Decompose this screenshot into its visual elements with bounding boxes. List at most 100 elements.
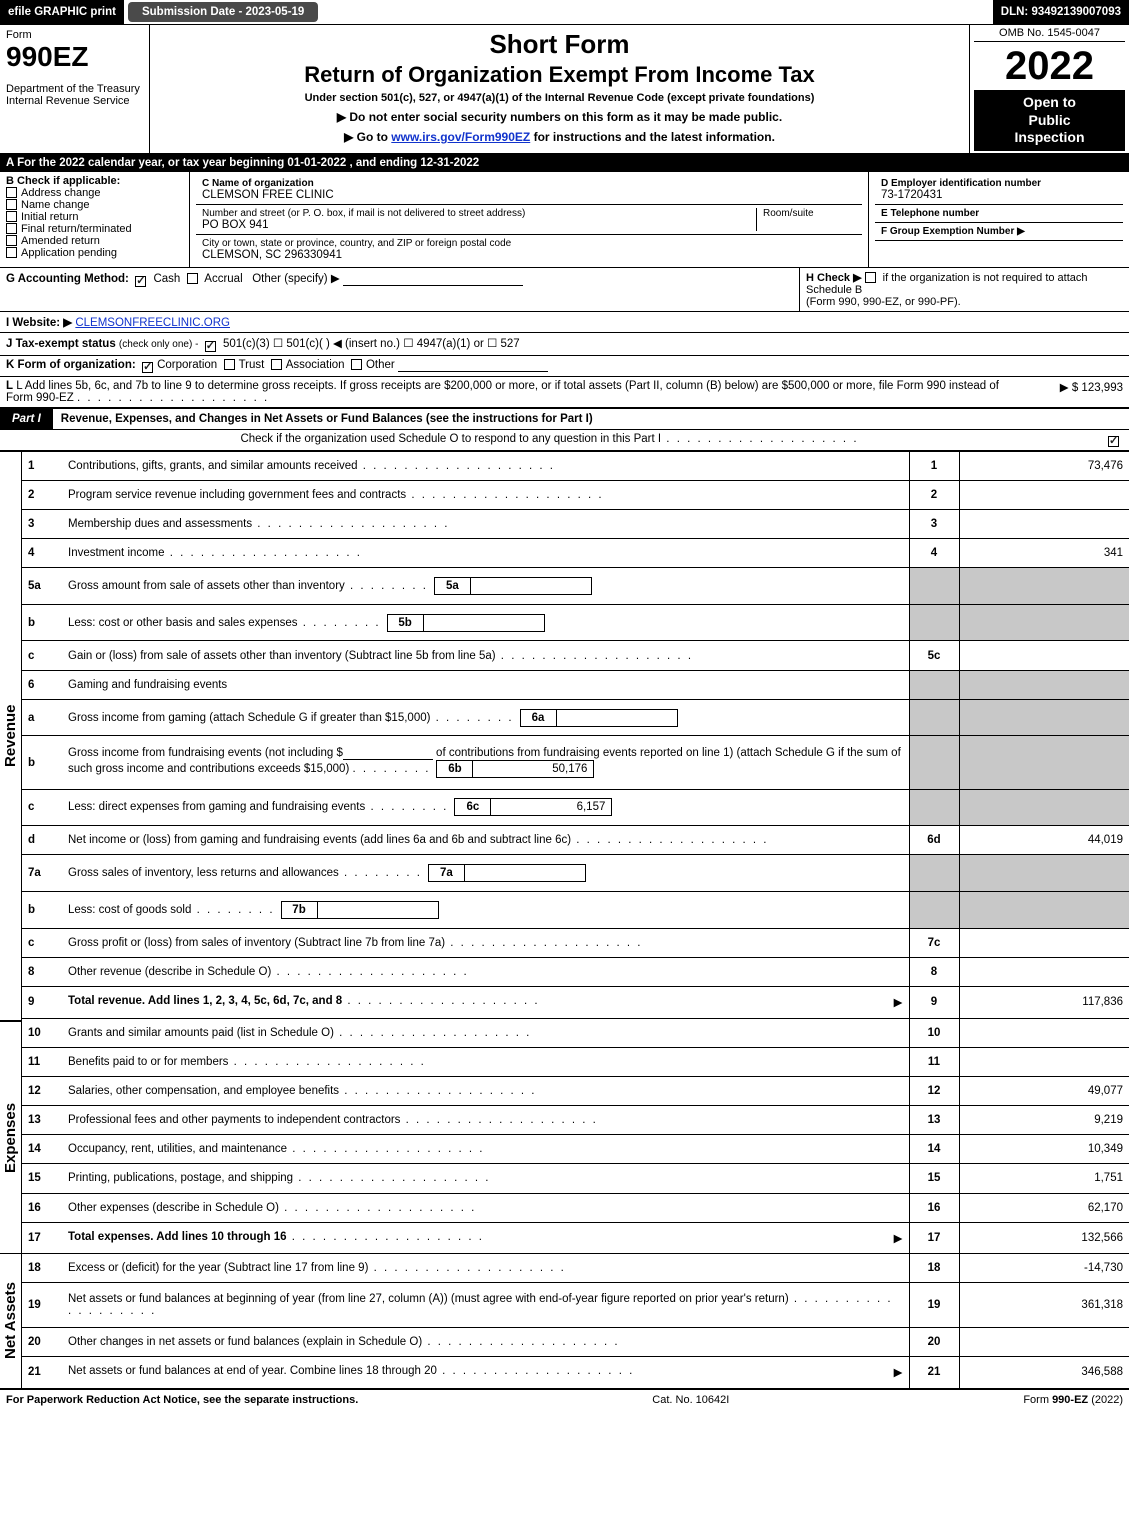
chk-k-assoc[interactable] <box>271 359 282 370</box>
j-opts: 501(c)(3) ☐ 501(c)( ) ◀ (insert no.) ☐ 4… <box>223 338 520 350</box>
open-to-public-box: Open to Public Inspection <box>974 90 1125 151</box>
row-i-website: I Website: ▶ CLEMSONFREECLINIC.ORG <box>0 312 1129 333</box>
c-room-label: Room/suite <box>763 208 856 219</box>
j-note: (check only one) - <box>119 339 198 350</box>
box-c: C Name of organization CLEMSON FREE CLIN… <box>190 172 869 267</box>
f-label: F Group Exemption Number ▶ <box>881 226 1117 237</box>
j-label: J Tax-exempt status <box>6 338 116 350</box>
g-label: G Accounting Method: <box>6 273 129 285</box>
irs-link[interactable]: www.irs.gov/Form990EZ <box>391 130 530 144</box>
i-label: I Website: ▶ <box>6 317 72 329</box>
part-i-tab: Part I <box>0 409 53 429</box>
chk-k-corp[interactable] <box>142 362 153 373</box>
goto-prefix: ▶ Go to <box>344 130 391 144</box>
k-assoc: Association <box>286 359 345 371</box>
chk-final-return[interactable]: Final return/terminated <box>6 223 183 235</box>
b-opt-2: Initial return <box>21 211 78 223</box>
row-gh: G Accounting Method: Cash Accrual Other … <box>0 268 1129 312</box>
box-b: B Check if applicable: Address change Na… <box>0 172 190 267</box>
chk-amended-return[interactable]: Amended return <box>6 235 183 247</box>
note-goto: ▶ Go to www.irs.gov/Form990EZ for instru… <box>156 130 963 144</box>
page-footer: For Paperwork Reduction Act Notice, see … <box>0 1388 1129 1410</box>
c-name-label: C Name of organization <box>202 178 856 189</box>
form-number: 990EZ <box>6 41 143 73</box>
b-opt-4: Amended return <box>21 235 100 247</box>
g-opt-accrual: Accrual <box>204 273 242 285</box>
k-corp: Corporation <box>157 359 217 371</box>
side-netassets: Net Assets <box>0 1253 22 1388</box>
h-t3: (Form 990, 990-EZ, or 990-PF). <box>806 296 961 308</box>
part-i-body: Revenue Expenses Net Assets 1Contributio… <box>0 451 1129 1388</box>
open-line-3: Inspection <box>976 129 1123 147</box>
k-trust: Trust <box>239 359 265 371</box>
h-t1: H Check ▶ <box>806 272 862 284</box>
chk-h[interactable] <box>865 272 876 283</box>
title-return: Return of Organization Exempt From Incom… <box>156 62 963 88</box>
part-i-check-row: Check if the organization used Schedule … <box>0 430 1129 451</box>
form-word: Form <box>6 29 143 41</box>
chk-k-other[interactable] <box>351 359 362 370</box>
part-i-check-text: Check if the organization used Schedule … <box>6 433 1093 447</box>
chk-name-change[interactable]: Name change <box>6 199 183 211</box>
dept-line-2: Internal Revenue Service <box>6 95 143 107</box>
d-label: D Employer identification number <box>881 178 1117 189</box>
c-street: PO BOX 941 <box>202 219 756 231</box>
subtitle-section: Under section 501(c), 527, or 4947(a)(1)… <box>156 92 963 104</box>
tax-year: 2022 <box>974 42 1125 90</box>
c-city-label: City or town, state or province, country… <box>202 238 856 249</box>
header-left: Form 990EZ Department of the Treasury In… <box>0 25 150 153</box>
row-k-form-org: K Form of organization: Corporation Trus… <box>0 356 1129 377</box>
footer-center: Cat. No. 10642I <box>652 1394 729 1406</box>
part-i-title: Revenue, Expenses, and Changes in Net As… <box>53 409 1129 429</box>
c-street-label: Number and street (or P. O. box, if mail… <box>202 208 756 219</box>
row-j-tax-exempt: J Tax-exempt status (check only one) - 5… <box>0 333 1129 356</box>
c-org-name: CLEMSON FREE CLINIC <box>202 189 856 201</box>
header-right: OMB No. 1545-0047 2022 Open to Public In… <box>969 25 1129 153</box>
submission-date: Submission Date - 2023-05-19 <box>128 2 318 22</box>
chk-501c3[interactable] <box>205 341 216 352</box>
title-short-form: Short Form <box>156 29 963 60</box>
e-label: E Telephone number <box>881 208 1117 219</box>
chk-application-pending[interactable]: Application pending <box>6 247 183 259</box>
open-line-1: Open to <box>976 94 1123 112</box>
footer-right: Form 990-EZ (2022) <box>1023 1394 1123 1406</box>
part-i-table: 1Contributions, gifts, grants, and simil… <box>22 451 1129 1388</box>
line-a-tax-year: A For the 2022 calendar year, or tax yea… <box>0 154 1129 172</box>
header-center: Short Form Return of Organization Exempt… <box>150 25 969 153</box>
b-opt-3: Final return/terminated <box>21 223 132 235</box>
part-i-header: Part I Revenue, Expenses, and Changes in… <box>0 408 1129 430</box>
chk-address-change[interactable]: Address change <box>6 187 183 199</box>
k-label: K Form of organization: <box>6 359 136 371</box>
b-title: B Check if applicable: <box>6 175 183 187</box>
top-bar: efile GRAPHIC print Submission Date - 20… <box>0 0 1129 25</box>
footer-left: For Paperwork Reduction Act Notice, see … <box>6 1394 358 1406</box>
l-amount: ▶ $ 123,993 <box>1013 380 1123 404</box>
chk-cash[interactable] <box>135 276 146 287</box>
open-line-2: Public <box>976 112 1123 130</box>
chk-part-i-schedule-o[interactable] <box>1108 436 1119 447</box>
dept-line-1: Department of the Treasury <box>6 83 143 95</box>
g-other: Other (specify) ▶ <box>252 273 339 285</box>
chk-accrual[interactable] <box>187 273 198 284</box>
chk-k-trust[interactable] <box>224 359 235 370</box>
g-opt-cash: Cash <box>153 273 180 285</box>
omb-number: OMB No. 1545-0047 <box>974 27 1125 42</box>
c-city: CLEMSON, SC 296330941 <box>202 249 856 261</box>
h-schedule-b: H Check ▶ if the organization is not req… <box>799 268 1129 311</box>
form-header: Form 990EZ Department of the Treasury In… <box>0 25 1129 154</box>
chk-initial-return[interactable]: Initial return <box>6 211 183 223</box>
b-opt-0: Address change <box>21 187 101 199</box>
l-text: L L Add lines 5b, 6c, and 7b to line 9 t… <box>6 380 1013 404</box>
side-expenses: Expenses <box>0 1021 22 1253</box>
note-ssn: ▶ Do not enter social security numbers o… <box>156 110 963 124</box>
website-link[interactable]: CLEMSONFREECLINIC.ORG <box>75 317 230 329</box>
row-l-gross-receipts: L L Add lines 5b, 6c, and 7b to line 9 t… <box>0 377 1129 408</box>
efile-label: efile GRAPHIC print <box>0 0 124 24</box>
d-ein: 73-1720431 <box>881 189 1117 201</box>
dln-label: DLN: 93492139007093 <box>993 0 1129 24</box>
b-opt-1: Name change <box>21 199 90 211</box>
box-defg: D Employer identification number 73-1720… <box>869 172 1129 267</box>
k-other: Other <box>366 359 395 371</box>
b-opt-5: Application pending <box>21 247 117 259</box>
section-bcdef: B Check if applicable: Address change Na… <box>0 172 1129 268</box>
